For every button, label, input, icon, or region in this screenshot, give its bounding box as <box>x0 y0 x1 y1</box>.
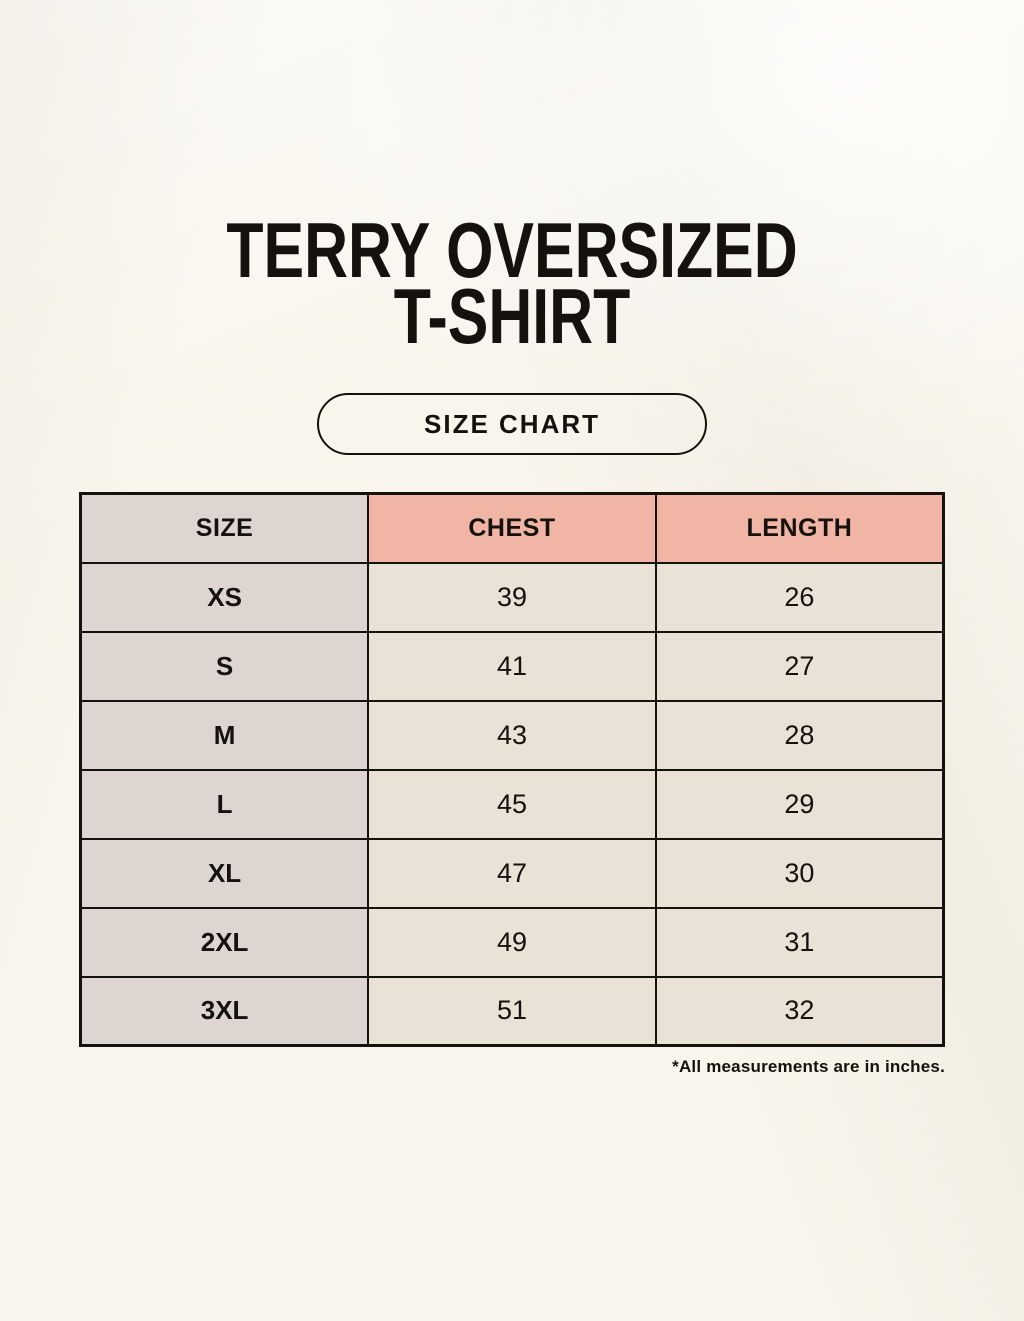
size-label: 2XL <box>79 906 370 978</box>
length-value: 27 <box>654 630 945 702</box>
table-header-row: SIZE CHEST LENGTH <box>79 492 945 564</box>
size-label: S <box>79 630 370 702</box>
size-label: XL <box>79 837 370 909</box>
table-row: 2XL 49 31 <box>79 906 945 978</box>
chest-value: 49 <box>367 906 657 978</box>
size-label: 3XL <box>79 975 370 1047</box>
chest-value: 47 <box>367 837 657 909</box>
chest-value: 43 <box>367 699 657 771</box>
table-row: 3XL 51 32 <box>79 975 945 1047</box>
table-row: L 45 29 <box>79 768 945 840</box>
size-label: L <box>79 768 370 840</box>
product-title-line-2: T-SHIRT <box>393 271 631 360</box>
size-chart-table-container: SIZE CHEST LENGTH XS 39 26 S 41 27 M 43 … <box>79 492 945 1048</box>
size-chart-badge: SIZE CHART <box>317 393 707 456</box>
chest-value: 39 <box>367 561 657 633</box>
length-value: 30 <box>654 837 945 909</box>
length-value: 29 <box>654 768 945 840</box>
size-label: XS <box>79 561 370 633</box>
length-value: 31 <box>654 906 945 978</box>
column-header-size: SIZE <box>79 492 370 564</box>
chest-value: 41 <box>367 630 657 702</box>
length-value: 26 <box>654 561 945 633</box>
chest-value: 51 <box>367 975 657 1047</box>
chest-value: 45 <box>367 768 657 840</box>
page-title: TERRY OVERSIZED T-SHIRT <box>0 0 1024 355</box>
table-row: S 41 27 <box>79 630 945 702</box>
size-label: M <box>79 699 370 771</box>
table-row: XL 47 30 <box>79 837 945 909</box>
product-title-line-1: TERRY OVERSIZED <box>226 206 798 294</box>
table-row: XS 39 26 <box>79 561 945 633</box>
product-title: TERRY OVERSIZED T-SHIRT <box>113 211 912 355</box>
length-value: 32 <box>654 975 945 1047</box>
column-header-chest: CHEST <box>367 492 657 564</box>
measurements-footnote: *All measurements are in inches. <box>672 1057 945 1077</box>
size-chart-table: SIZE CHEST LENGTH XS 39 26 S 41 27 M 43 … <box>79 492 945 1048</box>
size-chart-badge-label: SIZE CHART <box>424 408 600 439</box>
table-row: M 43 28 <box>79 699 945 771</box>
length-value: 28 <box>654 699 945 771</box>
column-header-length: LENGTH <box>654 492 945 564</box>
